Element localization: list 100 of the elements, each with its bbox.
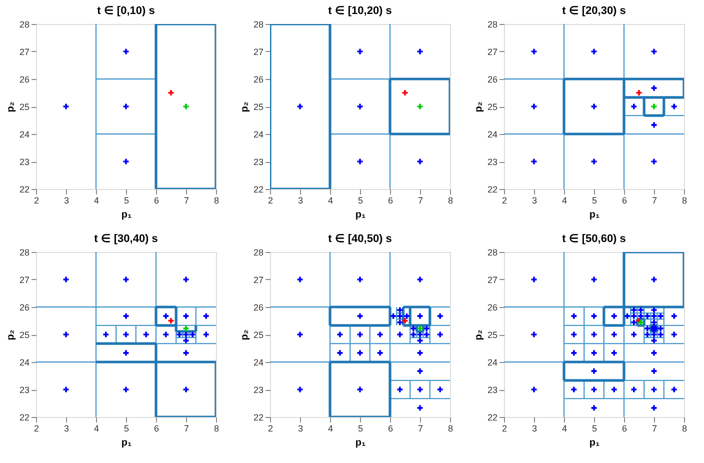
x-tick-label: 2 [268, 196, 274, 206]
y-tick-label: 26 [19, 74, 30, 84]
y-tick-label: 24 [487, 130, 498, 140]
x-tick-label: 4 [562, 424, 568, 434]
y-tick-label: 27 [487, 47, 498, 57]
y-tick-label: 23 [19, 157, 30, 167]
x-tick-label: 3 [298, 196, 304, 206]
x-tick-label: 2 [502, 424, 508, 434]
x-tick-label: 8 [448, 196, 454, 206]
chart-title: t ∈ [20,30) s [562, 5, 626, 17]
x-axis-title: p₁ [355, 438, 366, 448]
y-tick-label: 27 [487, 275, 498, 285]
y-tick-label: 28 [487, 248, 498, 258]
x-tick-label: 6 [154, 196, 160, 206]
y-tick-label: 27 [19, 275, 30, 285]
y-axis-title: p₂ [473, 330, 484, 340]
x-tick-label: 4 [94, 424, 100, 434]
x-tick-label: 7 [184, 196, 190, 206]
y-tick-label: 22 [487, 412, 498, 422]
y-tick-label: 26 [19, 302, 30, 312]
x-tick-label: 4 [328, 196, 334, 206]
x-tick-label: 5 [358, 424, 364, 434]
x-tick-label: 3 [532, 196, 538, 206]
y-tick-label: 22 [253, 184, 264, 194]
x-tick-label: 3 [64, 196, 70, 206]
chart-title: t ∈ [50,60) s [562, 233, 626, 245]
x-tick-label: 8 [214, 424, 220, 434]
y-tick-label: 25 [487, 102, 498, 112]
x-tick-label: 2 [268, 424, 274, 434]
y-tick-label: 25 [253, 102, 264, 112]
y-tick-label: 23 [253, 157, 264, 167]
x-tick-label: 5 [592, 424, 598, 434]
y-tick-label: 24 [487, 358, 498, 368]
x-tick-label: 6 [154, 424, 160, 434]
y-tick-label: 27 [253, 275, 264, 285]
y-tick-label: 28 [253, 248, 264, 258]
x-tick-label: 8 [682, 196, 688, 206]
y-tick-label: 28 [253, 20, 264, 30]
x-tick-label: 6 [388, 196, 394, 206]
y-tick-label: 28 [19, 20, 30, 30]
y-tick-label: 27 [253, 47, 264, 57]
y-tick-label: 24 [253, 130, 264, 140]
y-axis-title: p₂ [473, 102, 484, 112]
x-tick-label: 4 [562, 196, 568, 206]
x-tick-label: 8 [682, 424, 688, 434]
x-tick-label: 8 [448, 424, 454, 434]
y-tick-label: 22 [19, 184, 30, 194]
chart-title: t ∈ [40,50) s [328, 233, 392, 245]
y-tick-label: 26 [253, 74, 264, 84]
x-axis-title: p₁ [121, 438, 132, 448]
x-tick-label: 2 [34, 196, 40, 206]
y-tick-label: 23 [19, 385, 30, 395]
y-tick-label: 22 [487, 184, 498, 194]
x-tick-label: 5 [592, 196, 598, 206]
y-tick-label: 23 [487, 157, 498, 167]
y-tick-label: 23 [253, 385, 264, 395]
x-axis-title: p₁ [121, 210, 132, 220]
x-tick-label: 7 [184, 424, 190, 434]
y-tick-label: 28 [487, 20, 498, 30]
x-tick-label: 2 [502, 196, 508, 206]
x-tick-label: 5 [124, 196, 130, 206]
y-tick-label: 23 [487, 385, 498, 395]
y-tick-label: 25 [19, 102, 30, 112]
x-tick-label: 8 [214, 196, 220, 206]
chart-title: t ∈ [0,10) s [97, 5, 155, 17]
y-axis-title: p₂ [239, 330, 250, 340]
x-tick-label: 4 [94, 196, 100, 206]
y-tick-label: 28 [19, 248, 30, 258]
x-tick-label: 3 [532, 424, 538, 434]
y-tick-label: 25 [253, 330, 264, 340]
x-axis-title: p₁ [355, 210, 366, 220]
chart-title: t ∈ [30,40) s [94, 233, 158, 245]
x-tick-label: 6 [388, 424, 394, 434]
x-tick-label: 3 [298, 424, 304, 434]
y-tick-label: 25 [19, 330, 30, 340]
x-tick-label: 4 [328, 424, 334, 434]
y-tick-label: 27 [19, 47, 30, 57]
x-tick-label: 7 [652, 196, 658, 206]
y-tick-label: 26 [487, 302, 498, 312]
y-tick-label: 22 [19, 412, 30, 422]
x-tick-label: 2 [34, 424, 40, 434]
x-axis-title: p₁ [589, 210, 600, 220]
y-axis-title: p₂ [5, 330, 16, 340]
y-tick-label: 22 [253, 412, 264, 422]
y-axis-title: p₂ [239, 102, 250, 112]
x-axis-title: p₁ [589, 438, 600, 448]
chart-title: t ∈ [10,20) s [328, 5, 392, 17]
y-tick-label: 24 [253, 358, 264, 368]
y-tick-label: 26 [487, 74, 498, 84]
y-tick-label: 26 [253, 302, 264, 312]
x-tick-label: 7 [418, 424, 424, 434]
x-tick-label: 5 [124, 424, 130, 434]
y-tick-label: 24 [19, 358, 30, 368]
y-tick-label: 24 [19, 130, 30, 140]
y-tick-label: 25 [487, 330, 498, 340]
x-tick-label: 3 [64, 424, 70, 434]
x-tick-label: 6 [622, 196, 628, 206]
x-tick-label: 7 [652, 424, 658, 434]
x-tick-label: 5 [358, 196, 364, 206]
x-tick-label: 7 [418, 196, 424, 206]
